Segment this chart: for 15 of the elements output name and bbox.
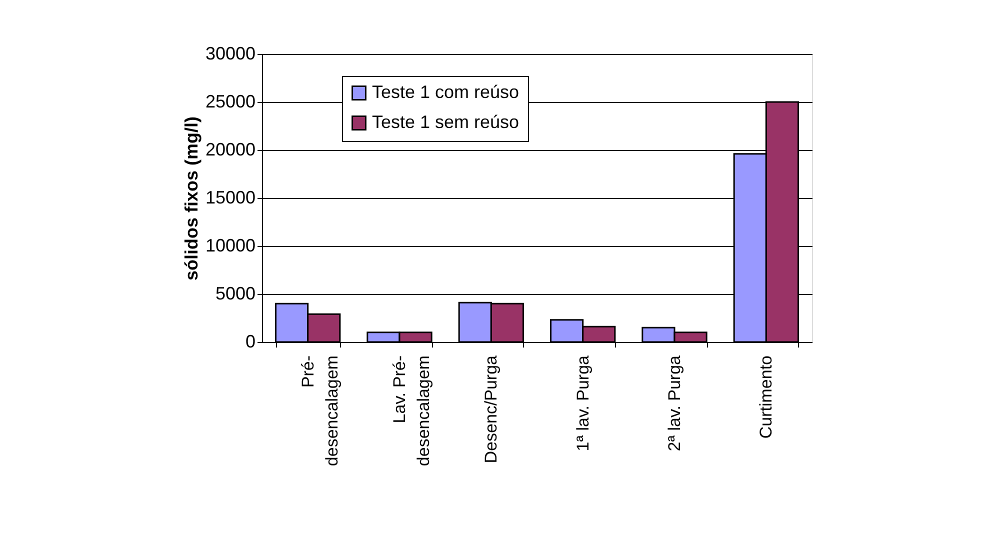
x-tick-label: 1ª lav. Purga [573, 354, 592, 452]
y-tick-label: 15000 [205, 188, 256, 208]
y-tick-label: 0 [245, 332, 256, 352]
x-tick-label: Pré- desencalagem [298, 356, 342, 466]
x-tick-label: Curtimento [756, 356, 776, 439]
x-tick-label: Desenc/Purga [482, 354, 501, 464]
x-tick-label: 2ª lav. Purga [665, 354, 684, 452]
y-axis-title: sólidos fixos (mg/l) [181, 116, 202, 281]
y-tick-label: 25000 [205, 92, 256, 112]
y-tick-label: 5000 [215, 284, 256, 304]
legend-label: Teste 1 sem reúso [372, 112, 520, 132]
legend-label: Teste 1 com reúso [372, 82, 520, 102]
y-tick-label: 10000 [205, 236, 256, 256]
y-tick-label: 20000 [205, 140, 256, 160]
y-tick-label: 30000 [205, 44, 256, 64]
